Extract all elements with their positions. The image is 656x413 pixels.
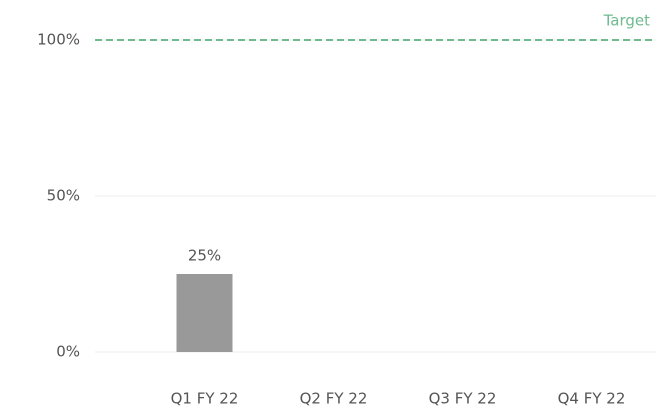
bar bbox=[176, 274, 233, 352]
x-tick-label: Q1 FY 22 bbox=[171, 390, 239, 408]
x-tick-label: Q3 FY 22 bbox=[429, 390, 497, 408]
y-tick-label: 0% bbox=[56, 343, 80, 361]
target-label: Target bbox=[603, 12, 651, 30]
y-tick-label: 100% bbox=[37, 31, 80, 49]
x-tick-label: Q2 FY 22 bbox=[300, 390, 368, 408]
data-label: 25% bbox=[188, 247, 221, 265]
x-tick-label: Q4 FY 22 bbox=[558, 390, 626, 408]
y-tick-label: 50% bbox=[47, 187, 80, 205]
